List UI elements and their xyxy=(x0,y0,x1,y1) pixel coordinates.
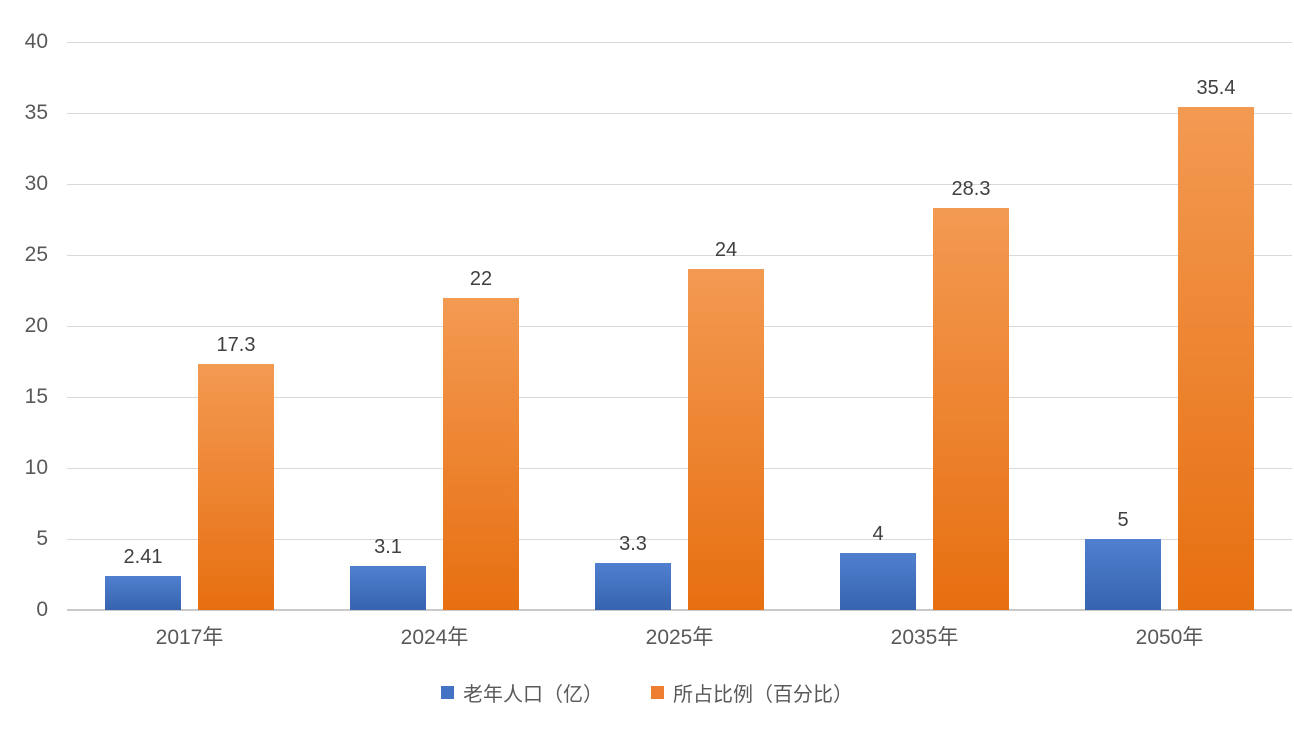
bar xyxy=(443,298,519,610)
x-axis-category-label: 2035年 xyxy=(890,626,959,649)
bar-value-label: 24 xyxy=(714,239,738,261)
gridline xyxy=(67,184,1292,185)
gridline xyxy=(67,468,1292,469)
legend-label: 所占比例（百分比） xyxy=(673,684,853,706)
y-axis-tick-label: 5 xyxy=(36,527,48,550)
gridline xyxy=(67,42,1292,43)
bar xyxy=(688,269,764,610)
y-axis-tick-label: 10 xyxy=(24,456,48,479)
legend-swatch-icon xyxy=(651,686,664,699)
bar-value-label: 17.3 xyxy=(216,334,256,356)
legend-item: 老年人口（亿） xyxy=(441,678,603,707)
bar xyxy=(1085,539,1161,610)
bar-value-label: 2.41 xyxy=(123,546,163,568)
gridline xyxy=(67,255,1292,256)
y-axis-tick-label: 35 xyxy=(24,101,48,124)
y-axis-tick-label: 40 xyxy=(24,30,48,53)
legend-swatch-icon xyxy=(441,686,454,699)
y-axis-tick-label: 15 xyxy=(24,385,48,408)
legend: 老年人口（亿） 所占比例（百分比） xyxy=(0,678,1294,707)
bar-value-label: 3.1 xyxy=(374,536,402,558)
bar-value-label: 4 xyxy=(872,523,884,545)
legend-item: 所占比例（百分比） xyxy=(651,678,853,707)
gridline xyxy=(67,326,1292,327)
y-axis-tick-label: 30 xyxy=(24,172,48,195)
bar xyxy=(105,576,181,610)
y-axis-tick-label: 20 xyxy=(24,314,48,337)
x-axis-category-label: 2025年 xyxy=(645,626,714,649)
legend-label: 老年人口（亿） xyxy=(463,684,603,706)
bar xyxy=(933,208,1009,610)
y-axis-tick-label: 25 xyxy=(24,243,48,266)
gridline xyxy=(67,397,1292,398)
bar-value-label: 3.3 xyxy=(619,533,647,555)
bar-value-label: 22 xyxy=(469,268,493,290)
bar xyxy=(595,563,671,610)
bar xyxy=(198,364,274,610)
x-axis-category-label: 2050年 xyxy=(1135,626,1204,649)
x-axis-category-label: 2024年 xyxy=(400,626,469,649)
x-axis-line xyxy=(67,609,1292,611)
y-axis-tick-label: 0 xyxy=(36,598,48,621)
x-axis-category-label: 2017年 xyxy=(155,626,224,649)
bar-value-label: 28.3 xyxy=(951,178,991,200)
bar xyxy=(350,566,426,610)
gridline xyxy=(67,539,1292,540)
bar-value-label: 35.4 xyxy=(1196,77,1236,99)
bar xyxy=(840,553,916,610)
bar xyxy=(1178,107,1254,610)
gridline xyxy=(67,113,1292,114)
bar-value-label: 5 xyxy=(1117,509,1129,531)
